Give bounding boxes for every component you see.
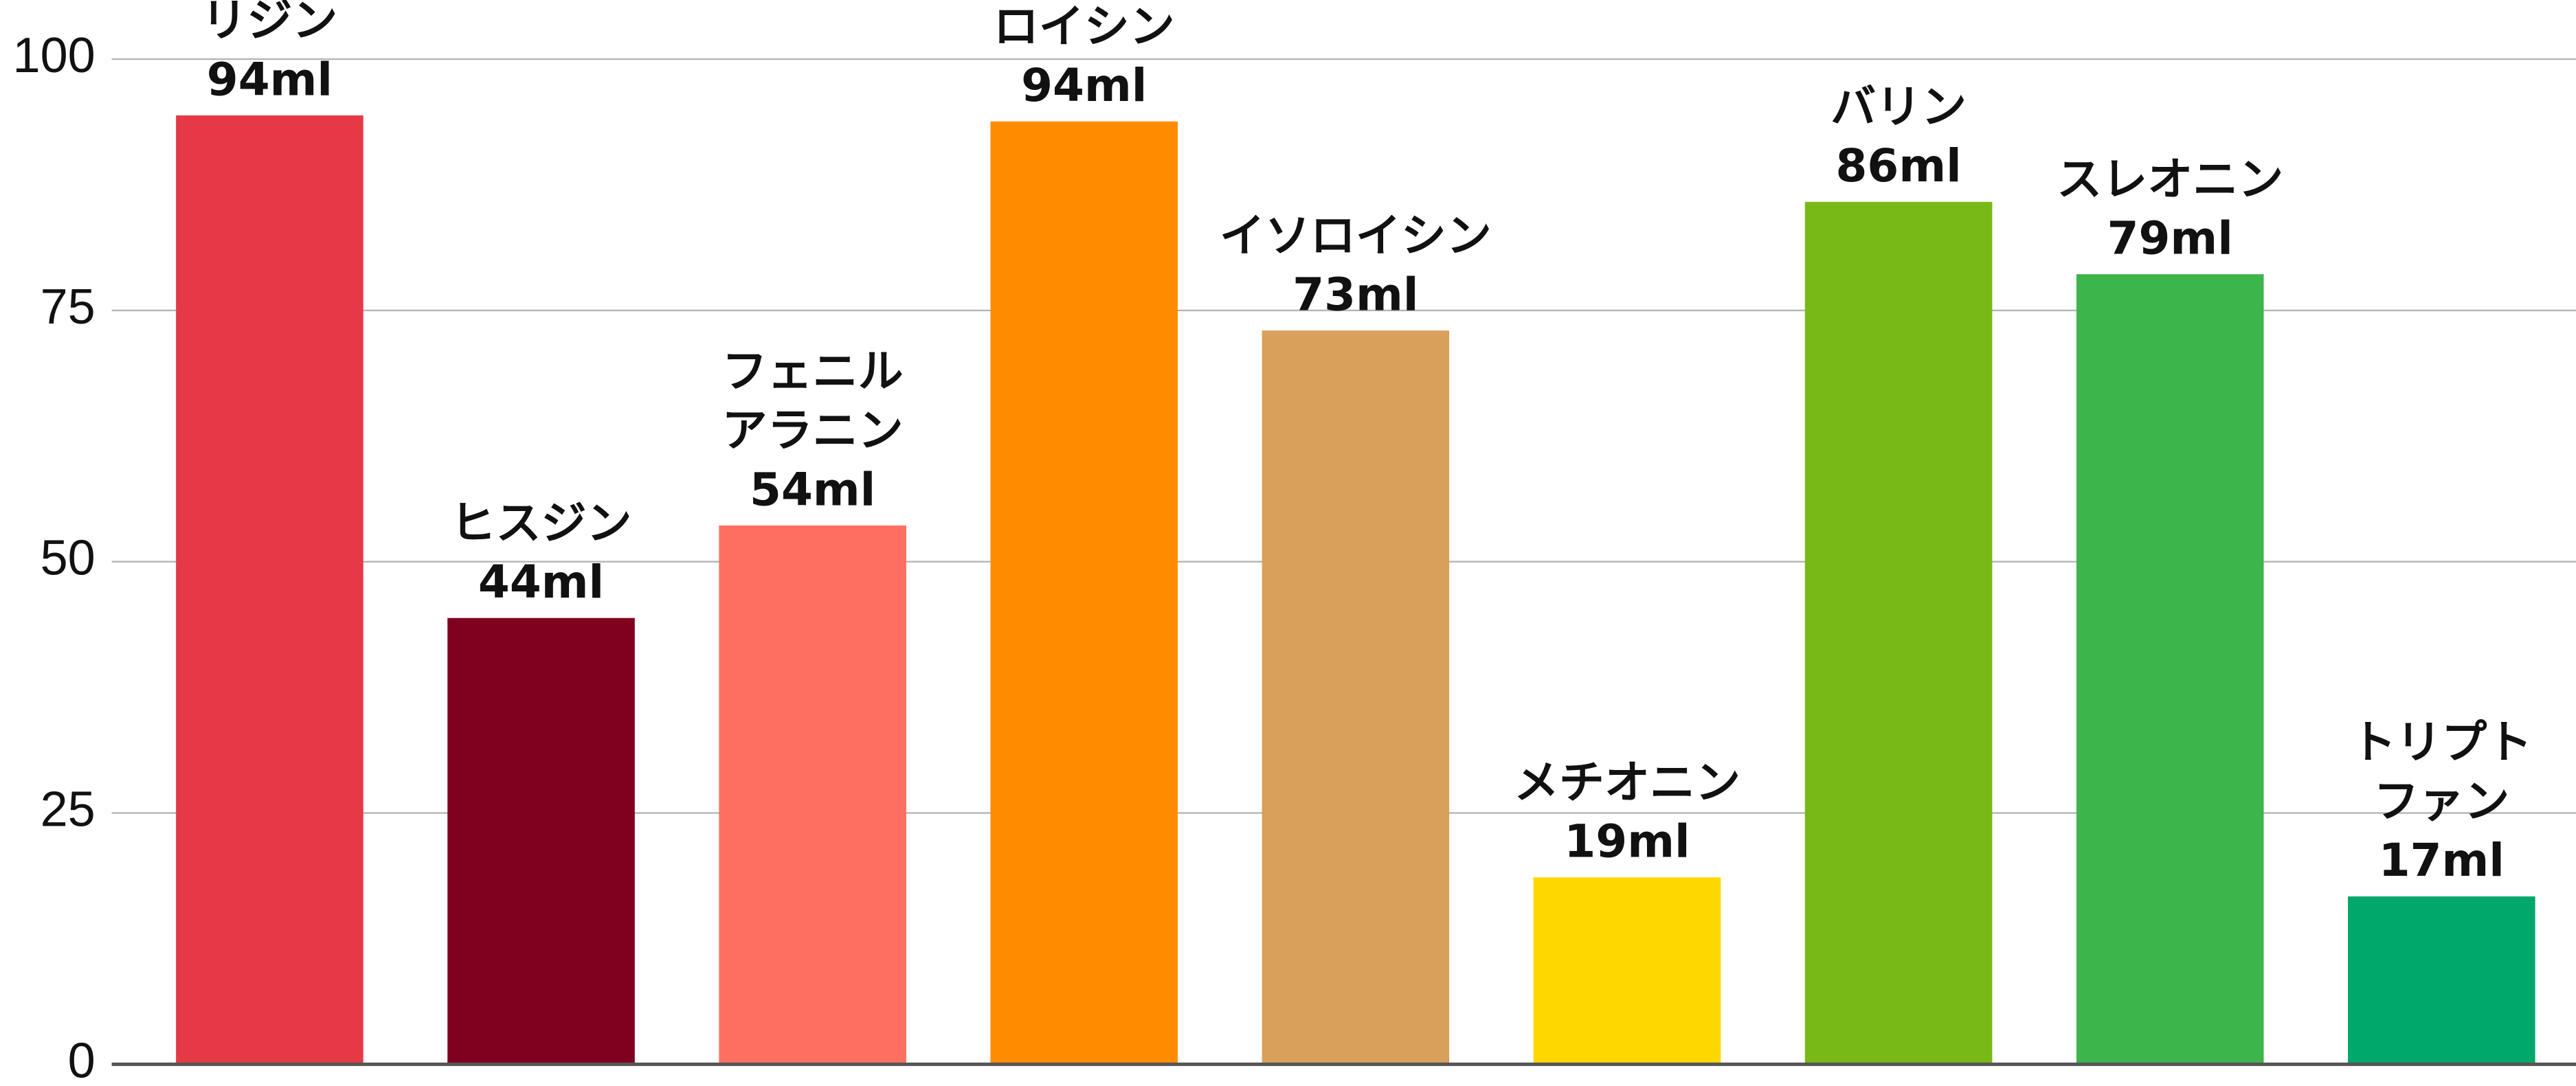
bar — [719, 525, 906, 1065]
category-label: フェニルアラニン — [722, 345, 904, 457]
bar — [1262, 330, 1450, 1065]
y-tick-label: 25 — [41, 782, 96, 837]
category-label: リジン — [201, 0, 337, 47]
category-line: ファン — [2373, 775, 2509, 828]
category-line: ヒスジン — [451, 497, 632, 550]
category-label: スレオニン — [2057, 152, 2283, 205]
value-label: 86ml — [1835, 139, 1961, 192]
value-label: 79ml — [2107, 212, 2233, 264]
category-line: イソロイシン — [1220, 209, 1492, 262]
category-label: イソロイシン — [1220, 209, 1492, 262]
bar — [1533, 877, 1721, 1065]
category-label: ヒスジン — [451, 497, 632, 550]
category-line: リジン — [201, 0, 337, 47]
category-label: バリン — [1830, 80, 1967, 133]
category-line: アラニン — [722, 404, 904, 457]
value-label: 54ml — [750, 463, 875, 516]
category-line: スレオニン — [2057, 152, 2283, 205]
category-label: トリプトファン — [2351, 716, 2532, 828]
category-line: フェニル — [722, 345, 904, 398]
y-tick-label: 75 — [41, 280, 96, 335]
bar — [2348, 896, 2535, 1065]
y-tick-label: 100 — [13, 28, 96, 83]
category-line: ロイシン — [994, 0, 1175, 53]
bar — [447, 618, 635, 1065]
category-line: メチオニン — [1514, 756, 1740, 808]
value-label: 73ml — [1292, 268, 1418, 321]
category-line: バリン — [1830, 80, 1967, 133]
value-label: 17ml — [2379, 834, 2505, 887]
value-label: 19ml — [1564, 815, 1690, 868]
bar — [2076, 274, 2264, 1065]
y-tick-label: 0 — [68, 1033, 96, 1086]
bar — [1804, 201, 1993, 1065]
value-label: 44ml — [478, 556, 604, 609]
category-line: トリプト — [2351, 716, 2532, 769]
bar — [990, 121, 1178, 1065]
category-label: メチオニン — [1514, 756, 1740, 808]
y-tick-label: 50 — [41, 531, 96, 586]
value-label: 94ml — [1021, 59, 1147, 112]
value-label: 94ml — [207, 53, 333, 106]
category-label: ロイシン — [994, 0, 1175, 53]
bar — [176, 115, 363, 1065]
